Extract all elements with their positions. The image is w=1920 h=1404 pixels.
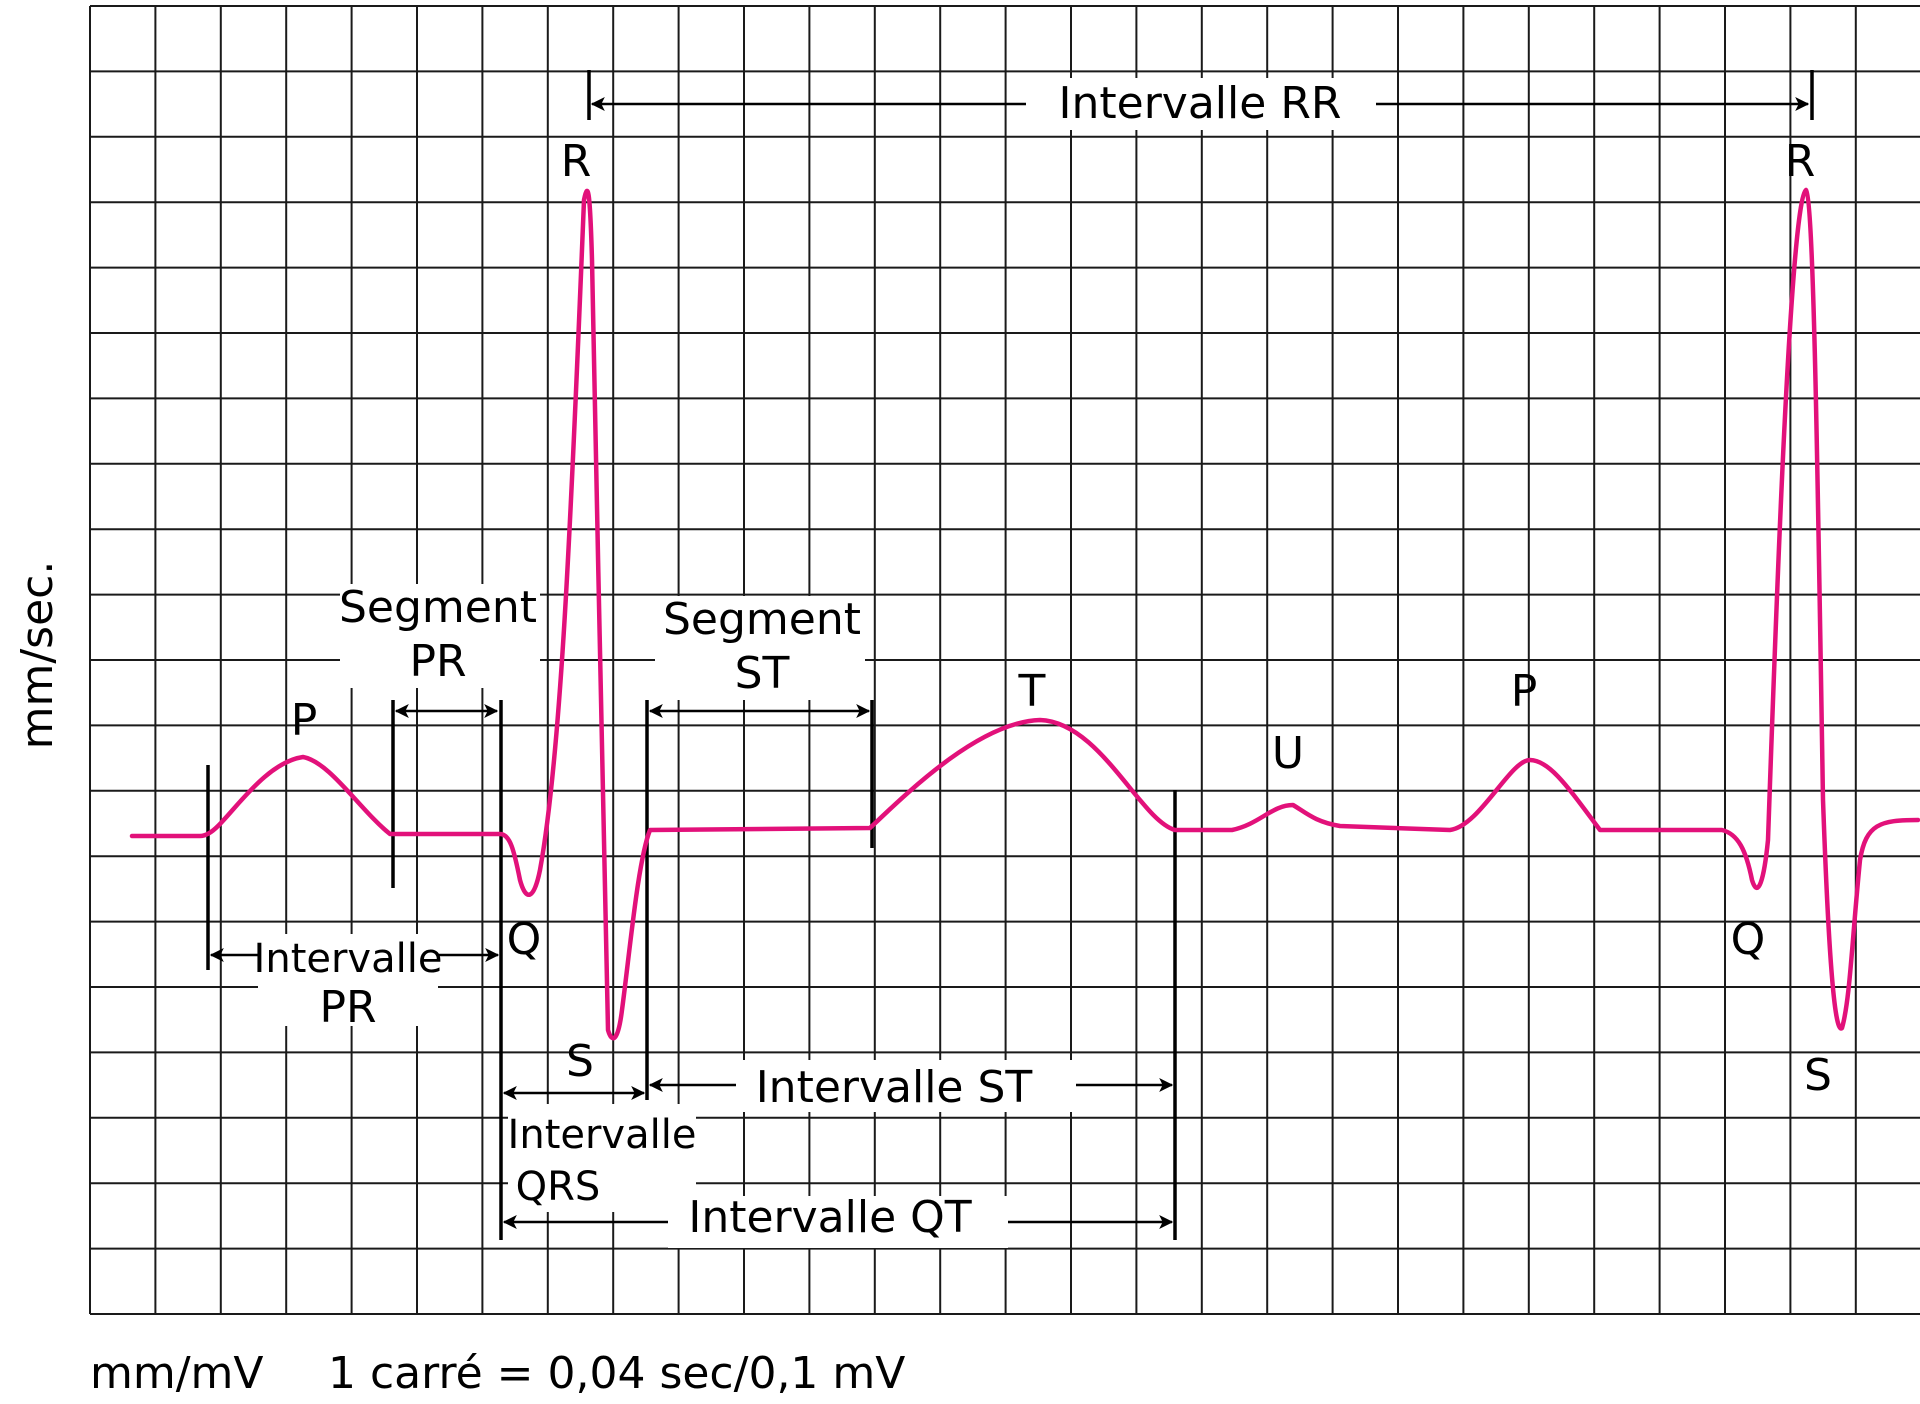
t-wave-label: T: [1018, 666, 1046, 717]
footer-unit-label: mm/mV: [90, 1348, 264, 1399]
label-backgrounds: [258, 78, 1376, 1248]
interval-markers: [206, 70, 1814, 1240]
q-wave-label-2: Q: [1731, 914, 1766, 965]
y-axis-label: mm/sec.: [12, 561, 63, 750]
p-wave-label-1: P: [291, 695, 318, 746]
pr-interval-label-line1: Intervalle: [254, 936, 443, 982]
rr-interval-label: Intervalle RR: [1059, 78, 1342, 129]
r-wave-label-1: R: [561, 136, 592, 187]
st-segment-label-line1: Segment: [663, 594, 861, 645]
pr-segment-label-line2: PR: [409, 636, 466, 687]
pr-segment-label-line1: Segment: [339, 582, 537, 633]
qt-interval-label: Intervalle QT: [688, 1192, 971, 1243]
labels: mm/sec. Intervalle RR R R Segment PR Seg…: [12, 78, 1832, 1399]
u-wave-label: U: [1272, 728, 1304, 779]
qrs-interval-label-line1: Intervalle: [508, 1112, 697, 1158]
qrs-interval-label-line2: QRS: [516, 1164, 601, 1210]
s-wave-label-2: S: [1804, 1050, 1832, 1101]
q-wave-label-1: Q: [507, 914, 542, 965]
pr-interval-label-line2: PR: [319, 982, 376, 1033]
ecg-trace: [129, 187, 1920, 1041]
p-wave-label-2: P: [1511, 666, 1538, 717]
st-interval-label: Intervalle ST: [756, 1062, 1033, 1113]
r-wave-label-2: R: [1785, 136, 1816, 187]
st-segment-label-line2: ST: [735, 648, 790, 699]
s-wave-label-1: S: [566, 1036, 594, 1087]
footer-scale-label: 1 carré = 0,04 sec/0,1 mV: [328, 1348, 905, 1399]
